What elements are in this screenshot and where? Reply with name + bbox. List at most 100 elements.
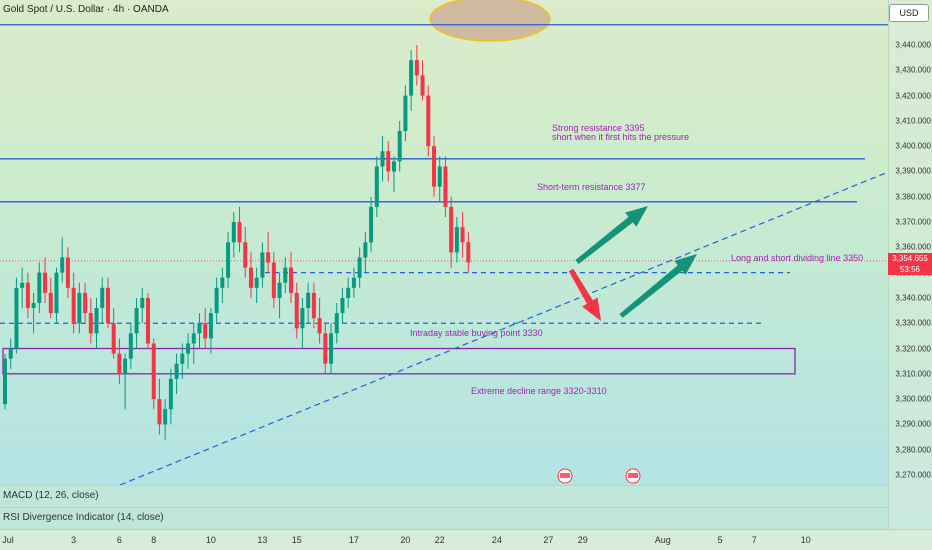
candle-body bbox=[437, 166, 442, 187]
price-tick-label: 3,380.000 bbox=[895, 192, 931, 202]
date-tick-label: Jul bbox=[2, 535, 14, 545]
candle-body bbox=[168, 378, 173, 410]
candle-body bbox=[329, 333, 334, 364]
candle-body bbox=[123, 358, 128, 374]
last-price-tag: 3,354.655 53:56 bbox=[888, 252, 932, 275]
up-arrow-2 bbox=[619, 254, 697, 318]
candle-body bbox=[77, 292, 82, 324]
candle-body bbox=[3, 358, 7, 405]
candle-body bbox=[454, 227, 459, 253]
candle-body bbox=[25, 282, 30, 309]
candle-body bbox=[369, 206, 374, 243]
date-tick-label: 7 bbox=[751, 535, 757, 545]
candle-body bbox=[31, 303, 36, 309]
up-arrow-2-shape bbox=[619, 254, 697, 318]
candle-body bbox=[117, 353, 122, 374]
candle-body bbox=[203, 323, 208, 339]
date-tick-label: 17 bbox=[348, 535, 359, 545]
candle-body bbox=[111, 323, 116, 354]
candle-body bbox=[449, 206, 454, 253]
rsi-pane[interactable]: RSI Divergence Indicator (14, close) bbox=[0, 507, 888, 529]
date-tick-label: 20 bbox=[400, 535, 411, 545]
candle-body bbox=[54, 272, 59, 314]
candle-body bbox=[180, 353, 185, 364]
candle-body bbox=[323, 333, 328, 364]
candle-body bbox=[254, 277, 259, 288]
extreme-range-label: Extreme decline range 3320-3310 bbox=[471, 386, 607, 396]
price-tick-label: 3,330.000 bbox=[895, 318, 931, 328]
candle-body bbox=[60, 257, 65, 273]
candle-body bbox=[220, 277, 225, 288]
price-tick-label: 3,340.000 bbox=[895, 293, 931, 303]
candle-body bbox=[260, 252, 265, 278]
candle-body bbox=[289, 267, 293, 293]
candle-body bbox=[426, 95, 431, 147]
candle-body bbox=[363, 242, 368, 258]
candle-body bbox=[237, 222, 242, 243]
candle-body bbox=[357, 257, 362, 278]
candle-body bbox=[409, 60, 414, 96]
up-arrow-1 bbox=[575, 206, 648, 264]
price-tick-label: 3,410.000 bbox=[895, 116, 931, 126]
candle-body bbox=[443, 166, 448, 207]
candle-body bbox=[128, 333, 133, 359]
price-tick-label: 3,360.000 bbox=[895, 242, 931, 252]
date-tick-label: 5 bbox=[717, 535, 723, 545]
candle-body bbox=[334, 313, 339, 334]
symbol-title: Gold Spot / U.S. Dollar · 4h · OANDA bbox=[3, 4, 169, 15]
candle-body bbox=[37, 272, 42, 303]
down-arrow-shape bbox=[568, 268, 601, 321]
date-tick-label: 27 bbox=[543, 535, 554, 545]
candle-body bbox=[134, 308, 139, 334]
date-tick-label: 6 bbox=[116, 535, 122, 545]
candle-body bbox=[48, 292, 53, 314]
candle-body bbox=[380, 151, 385, 167]
candle-body bbox=[226, 242, 231, 278]
candle-body bbox=[283, 267, 288, 283]
macd-pane[interactable]: MACD (12, 26, close) bbox=[0, 485, 888, 507]
candle-body bbox=[351, 277, 356, 288]
rising-trendline bbox=[119, 171, 888, 486]
candle-body bbox=[340, 297, 345, 314]
candle-body bbox=[266, 252, 271, 263]
candle-body bbox=[420, 75, 425, 96]
time-axis[interactable]: Jul 3 6 8 10 13 15 17 20 22 24 27 29 Aug 5 7 10 bbox=[0, 529, 932, 550]
bar-countdown: 53:56 bbox=[899, 264, 921, 274]
date-tick-label: 10 bbox=[800, 535, 811, 545]
candle-body bbox=[248, 267, 253, 288]
candle-body bbox=[214, 287, 219, 314]
date-tick-label: 8 bbox=[151, 535, 157, 545]
candle-body bbox=[105, 287, 110, 324]
candle-body bbox=[231, 222, 236, 243]
candle-body bbox=[88, 313, 93, 334]
candle-body bbox=[186, 343, 191, 354]
candle-body bbox=[71, 287, 76, 324]
extreme-zone-box bbox=[2, 347, 796, 375]
buying-point-label: Intraday stable buying point 3330 bbox=[410, 328, 543, 338]
candle-body bbox=[317, 318, 322, 334]
date-tick-label: 29 bbox=[577, 535, 588, 545]
price-tick-label: 3,430.000 bbox=[895, 65, 931, 75]
price-tick-label: 3,300.000 bbox=[895, 394, 931, 404]
candle-body bbox=[8, 348, 13, 359]
currency-button[interactable]: USD bbox=[889, 4, 929, 22]
candle-body bbox=[306, 292, 311, 309]
price-tick-label: 3,400.000 bbox=[895, 141, 931, 151]
highlight-ellipse bbox=[429, 0, 551, 42]
candle-body bbox=[386, 151, 391, 172]
price-tick-label: 3,280.000 bbox=[895, 445, 931, 455]
flag-stripes bbox=[628, 473, 638, 478]
flag-stripes bbox=[560, 473, 570, 478]
candle-body bbox=[65, 257, 70, 288]
date-tick-label: Aug bbox=[654, 535, 671, 545]
short-term-resistance-label: Short-term resistance 3377 bbox=[537, 182, 646, 192]
candle-body bbox=[197, 323, 202, 334]
price-tick-label: 3,320.000 bbox=[895, 344, 931, 354]
date-tick-label: 10 bbox=[205, 535, 216, 545]
candle-body bbox=[140, 297, 145, 309]
candle-body bbox=[157, 399, 162, 425]
candle-body bbox=[43, 272, 48, 293]
candle-body bbox=[151, 343, 156, 400]
